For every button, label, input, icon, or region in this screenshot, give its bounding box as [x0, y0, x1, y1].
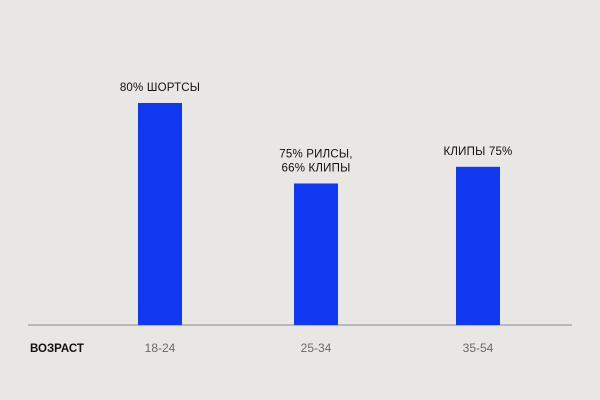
x-tick-label-18-24: 18-24 [145, 341, 176, 355]
bar-annotation-18-24-line-1: 80% ШОРТСЫ [120, 82, 200, 94]
x-tick-label-25-34: 25-34 [301, 341, 332, 355]
bar-annotation-35-54-line-1: КЛИПЫ 75% [444, 146, 513, 158]
bar-annotations: 80% ШОРТСЫ 75% РИЛСЫ, 66% КЛИПЫ КЛИПЫ 75% [120, 82, 513, 174]
x-axis-title: ВОЗРАСТ [30, 343, 84, 355]
x-tick-label-35-54: 35-54 [463, 341, 494, 355]
x-tick-labels: 18-24 25-34 35-54 [145, 341, 494, 355]
bar-annotation-25-34-line-1: 75% РИЛСЫ, [279, 148, 352, 160]
bar-18-24 [138, 103, 182, 325]
bar-annotation-25-34-line-2: 66% КЛИПЫ [282, 162, 351, 174]
bars-group [138, 103, 500, 325]
bar-25-34 [294, 183, 338, 325]
bar-35-54 [456, 166, 500, 325]
